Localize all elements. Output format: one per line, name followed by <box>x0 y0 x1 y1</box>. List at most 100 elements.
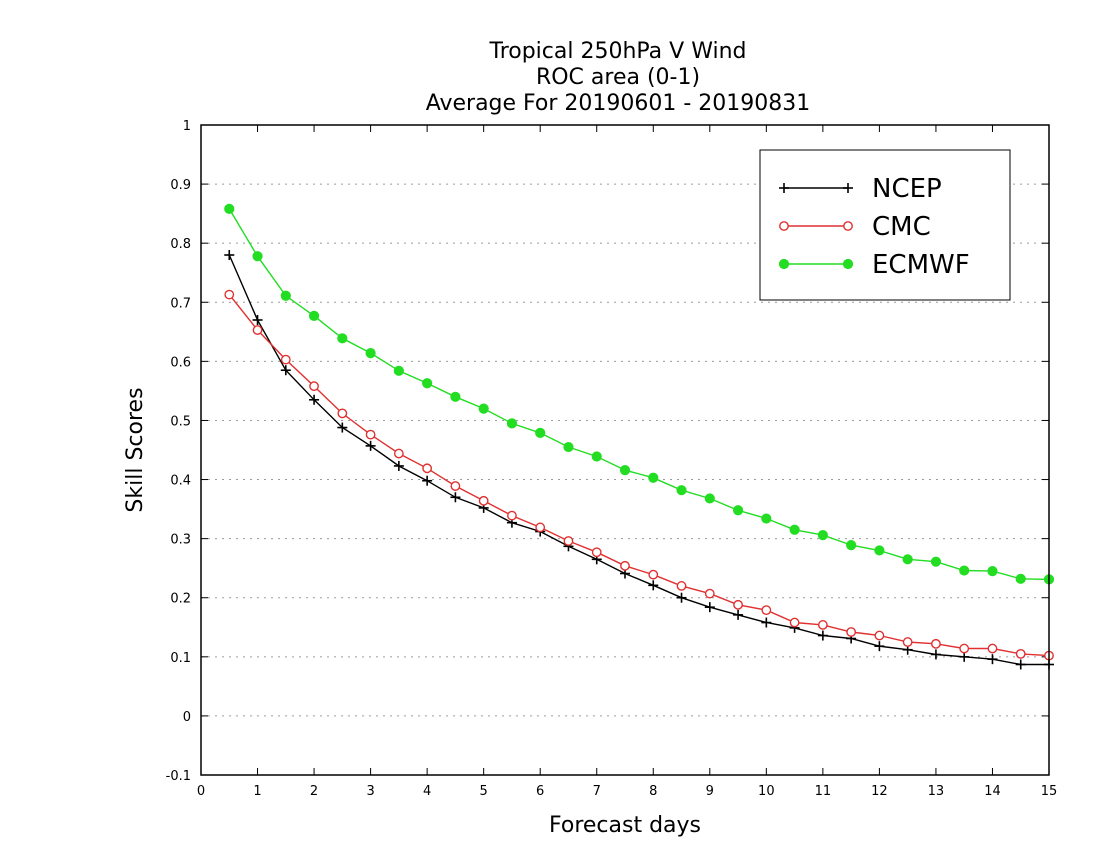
data-point-ncep <box>280 365 291 376</box>
data-point-ncep <box>874 641 885 652</box>
data-point-ecmwf <box>506 418 518 429</box>
y-tick-label: 0.7 <box>170 296 191 311</box>
x-tick-label: 9 <box>706 784 714 799</box>
data-point-cmc <box>309 381 319 392</box>
series-ecmwf <box>224 203 1055 585</box>
x-tick-label: 1 <box>253 784 261 799</box>
data-point-cmc <box>959 643 970 654</box>
data-point-cmc <box>676 581 687 591</box>
y-tick-label: 0.6 <box>170 355 191 370</box>
data-point-cmc <box>620 560 630 571</box>
data-point-ecmwf <box>450 391 461 402</box>
data-point-ncep <box>252 315 263 325</box>
x-tick-label: 4 <box>423 784 431 799</box>
data-point-ncep <box>365 440 376 451</box>
series-layer <box>224 203 1055 670</box>
data-point-ecmwf <box>930 556 942 567</box>
y-tick-label: 0.1 <box>170 651 191 666</box>
data-point-ecmwf <box>732 505 744 516</box>
legend-label-cmc: CMC <box>872 212 931 242</box>
x-tick-label: 13 <box>928 784 945 799</box>
data-point-ecmwf <box>761 513 772 524</box>
data-point-ecmwf <box>902 554 913 565</box>
data-point-cmc <box>874 630 885 641</box>
legend-box <box>759 149 1011 301</box>
data-point-ncep <box>676 592 687 603</box>
data-point-ecmwf <box>563 441 574 453</box>
data-point-cmc <box>846 627 857 637</box>
data-point-ecmwf <box>648 472 659 483</box>
data-point-cmc <box>789 617 800 628</box>
data-point-ecmwf <box>959 565 970 576</box>
legend-label-ncep: NCEP <box>872 174 942 204</box>
data-point-ecmwf <box>591 451 602 462</box>
legend-label-ecmwf: ECMWF <box>872 250 970 280</box>
legend-marker <box>843 221 853 231</box>
legend-item-ecmwf: ECMWF <box>778 250 970 280</box>
data-point-cmc <box>591 547 602 558</box>
legend-item-ncep: NCEP <box>779 174 942 204</box>
y-tick-label: -0.1 <box>166 769 191 784</box>
data-point-ecmwf <box>619 464 631 476</box>
chart-title: Tropical 250hPa V Wind ROC area (0-1) Av… <box>426 39 811 116</box>
chart-title-line-2: ROC area (0-1) <box>536 65 700 90</box>
y-tick-label: 0.3 <box>170 533 191 548</box>
legend-marker <box>779 183 789 193</box>
y-tick-label: 0.2 <box>170 592 191 607</box>
data-point-ecmwf <box>308 310 320 321</box>
data-point-ecmwf <box>789 524 800 535</box>
y-tick-label: 0.8 <box>170 237 191 252</box>
x-tick-label: 0 <box>197 784 205 799</box>
data-point-ncep <box>959 651 970 662</box>
y-tick-label: 1 <box>183 119 191 134</box>
data-point-ecmwf <box>987 566 998 577</box>
data-point-ecmwf <box>817 529 828 541</box>
y-tick-label: 0 <box>183 710 191 725</box>
x-tick-label: 14 <box>984 784 1001 799</box>
data-point-cmc <box>931 638 941 649</box>
y-tick-label: 0.5 <box>170 414 191 429</box>
data-point-ecmwf <box>252 251 263 262</box>
data-point-ecmwf <box>422 378 433 389</box>
legend: NCEP CMC ECMWF <box>759 149 1011 301</box>
data-point-cmc <box>902 637 913 647</box>
series-cmc <box>224 289 1054 661</box>
x-tick-label: 8 <box>649 784 657 799</box>
x-axis-label: Forecast days <box>549 813 701 838</box>
data-point-cmc <box>733 599 743 610</box>
x-tick-label: 3 <box>366 784 374 799</box>
data-point-cmc <box>704 588 715 599</box>
data-point-cmc <box>252 325 263 335</box>
data-point-cmc <box>817 620 828 630</box>
y-tick-label: 0.9 <box>170 178 191 193</box>
data-point-cmc <box>478 495 489 506</box>
legend-marker <box>779 221 789 231</box>
data-point-cmc <box>280 354 291 365</box>
data-point-ncep <box>817 630 828 641</box>
data-point-cmc <box>365 429 376 440</box>
data-point-ecmwf <box>874 545 885 556</box>
data-point-cmc <box>224 289 235 300</box>
data-point-cmc <box>1015 648 1026 659</box>
axis-ticks: -0.100.10.20.30.40.50.60.70.80.910 1 2 3 4 5 6… <box>166 119 1058 799</box>
data-point-ecmwf <box>846 540 857 551</box>
data-point-ecmwf <box>1015 573 1026 584</box>
data-point-ecmwf <box>704 493 715 504</box>
data-point-ecmwf <box>337 333 348 344</box>
x-tick-label: 11 <box>815 784 832 799</box>
x-tick-label: 7 <box>593 784 601 799</box>
legend-item-cmc: CMC <box>779 212 931 242</box>
data-point-cmc <box>422 463 433 474</box>
data-point-ecmwf <box>365 347 376 359</box>
data-point-ncep <box>224 250 235 260</box>
data-point-ncep <box>930 649 941 660</box>
data-point-ecmwf <box>280 290 291 301</box>
x-tick-label: 10 <box>758 784 775 799</box>
data-point-ncep <box>422 475 433 486</box>
x-tick-label: 5 <box>480 784 488 799</box>
legend-marker <box>842 258 854 270</box>
data-point-cmc <box>535 522 546 533</box>
x-tick-label: 6 <box>536 784 544 799</box>
data-point-ncep <box>733 609 744 620</box>
